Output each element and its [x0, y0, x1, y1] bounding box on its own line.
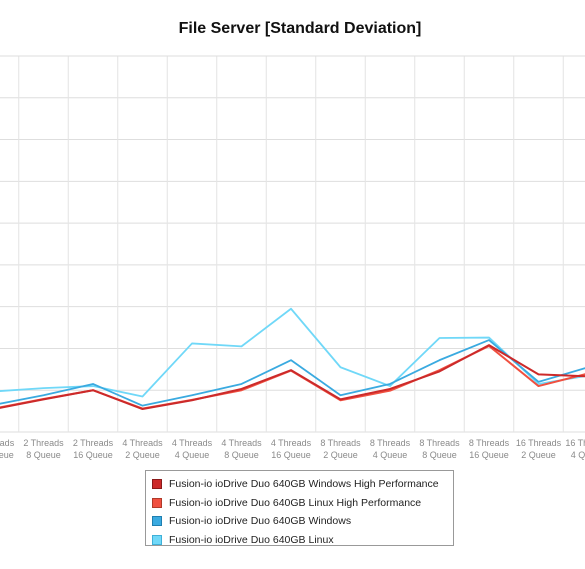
x-tick-label-line: 8 Threads — [419, 438, 460, 448]
x-tick-label-line: 8 Threads — [469, 438, 510, 448]
x-tick-label-line: 4 Threads — [271, 438, 312, 448]
x-tick-label-line: 4 Threads — [221, 438, 262, 448]
legend-label: Fusion-io ioDrive Duo 640GB Windows High… — [169, 478, 439, 491]
legend-swatch — [152, 497, 162, 508]
x-tick-label: 8 Threads 4 Queue — [370, 438, 411, 460]
x-tick-label: 8 Threads 2 Queue — [320, 438, 361, 460]
x-tick-label: 4 Threads 4 Queue — [172, 438, 213, 460]
x-tick-label-line: 2 Threads — [23, 438, 64, 448]
x-tick-label: 16 Threads 2 Queue — [516, 438, 562, 460]
x-tick-label: 1 Threads 16 Queue — [0, 438, 15, 460]
series-line-1 — [0, 344, 585, 410]
x-tick-label: 4 Threads 8 Queue — [221, 438, 262, 460]
x-tick-label-line: 4 Queue — [571, 450, 585, 460]
legend-label: Fusion-io ioDrive Duo 640GB Windows — [169, 515, 352, 528]
legend-swatch — [152, 534, 162, 545]
x-tick-label: 8 Threads 8 Queue — [419, 438, 460, 460]
x-tick-label: 4 Threads 16 Queue — [271, 438, 312, 460]
legend-item: Fusion-io ioDrive Duo 640GB Linux High P… — [152, 494, 453, 513]
x-tick-label: 4 Threads 2 Queue — [122, 438, 163, 460]
x-tick-label-line: 16 Queue — [73, 450, 113, 460]
x-tick-label: 16 Threads 4 Queue — [565, 438, 585, 460]
x-tick-label: 2 Threads 16 Queue — [73, 438, 114, 460]
x-tick-label-line: 16 Queue — [469, 450, 509, 460]
x-tick-label-line: 4 Queue — [175, 450, 210, 460]
legend-label: Fusion-io ioDrive Duo 640GB Linux High P… — [169, 496, 422, 509]
x-tick-label-line: 4 Threads — [172, 438, 213, 448]
legend-swatch — [152, 516, 162, 527]
x-tick-label-line: 2 Threads — [73, 438, 114, 448]
x-tick-label-line: 4 Queue — [373, 450, 408, 460]
legend-item: Fusion-io ioDrive Duo 640GB Windows High… — [152, 475, 453, 494]
x-tick-label-line: 8 Queue — [26, 450, 61, 460]
x-tick-label-line: 8 Threads — [370, 438, 411, 448]
x-tick-label-line: 2 Queue — [323, 450, 358, 460]
legend: Fusion-io ioDrive Duo 640GB Windows High… — [145, 470, 454, 546]
x-tick-label: 2 Threads 8 Queue — [23, 438, 64, 460]
x-tick-label: 8 Threads 16 Queue — [469, 438, 510, 460]
x-tick-label-line: 16 Threads — [516, 438, 562, 448]
x-tick-label-line: 2 Queue — [125, 450, 160, 460]
x-tick-label-line: 1 Threads — [0, 438, 15, 448]
legend-item: Fusion-io ioDrive Duo 640GB Linux — [152, 531, 453, 550]
series-line-0 — [0, 344, 585, 411]
chart-title: File Server [Standard Deviation] — [178, 20, 422, 37]
legend-label: Fusion-io ioDrive Duo 640GB Linux — [169, 533, 334, 546]
x-tick-label-line: 16 Queue — [271, 450, 311, 460]
x-tick-label-line: 4 Threads — [122, 438, 163, 448]
x-tick-label-line: 8 Queue — [422, 450, 457, 460]
x-tick-label-line: 8 Threads — [320, 438, 361, 448]
x-tick-label-line: 16 Queue — [0, 450, 14, 460]
x-tick-label-line: 8 Queue — [224, 450, 259, 460]
x-tick-label-line: 16 Threads — [565, 438, 585, 448]
legend-item: Fusion-io ioDrive Duo 640GB Windows — [152, 512, 453, 531]
x-tick-label-line: 2 Queue — [521, 450, 556, 460]
series-line-2 — [0, 339, 585, 407]
series-line-3 — [0, 307, 585, 398]
legend-swatch — [152, 479, 162, 490]
grid — [0, 55, 585, 433]
series-lines — [0, 307, 585, 411]
